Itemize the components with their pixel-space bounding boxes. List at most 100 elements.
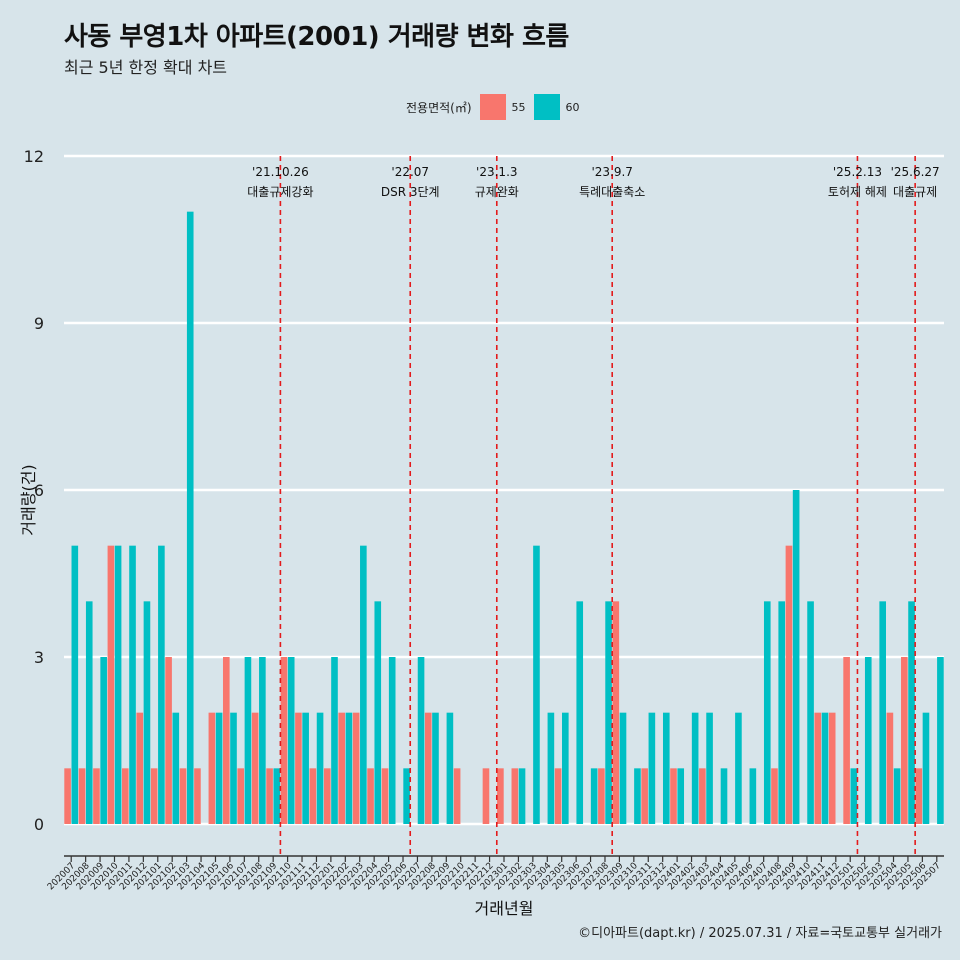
bar-60	[706, 712, 713, 824]
source-caption: ©디아파트(dapt.kr) / 2025.07.31 / 자료=국토교통부 실…	[578, 926, 942, 941]
bar-60	[518, 768, 526, 824]
bar-55	[78, 768, 86, 824]
bar-60	[590, 768, 598, 824]
bar-60	[533, 545, 540, 824]
bar-60	[172, 712, 180, 824]
bar-55	[309, 768, 317, 824]
bar-60	[864, 657, 872, 824]
y-tick-label: 9	[34, 314, 44, 333]
y-tick-label: 6	[34, 481, 44, 500]
bar-55	[338, 712, 346, 824]
bar-60	[908, 601, 915, 824]
bar-55	[828, 712, 836, 824]
bar-60	[100, 657, 107, 824]
legend-swatch-55	[479, 94, 506, 120]
bar-55	[251, 712, 259, 824]
bar-60	[360, 545, 367, 824]
bar-55	[424, 712, 432, 824]
bar-55	[554, 768, 562, 824]
bar-55	[511, 768, 519, 824]
bar-60	[259, 657, 266, 824]
event-label: 토허제 해제	[828, 185, 887, 199]
bar-60	[720, 768, 728, 824]
bar-60	[85, 601, 93, 824]
bar-60	[244, 657, 252, 824]
legend-swatch-60	[533, 94, 560, 120]
bar-55	[122, 768, 129, 824]
bar-60	[576, 601, 584, 824]
event-label: 대출규제강화	[247, 185, 313, 199]
bar-55	[453, 768, 461, 824]
y-tick-label: 12	[24, 147, 44, 166]
bar-55	[699, 768, 706, 824]
event-label: DSR 3단계	[381, 185, 440, 199]
bar-60	[547, 712, 555, 824]
bar-60	[186, 211, 194, 824]
bar-55	[295, 712, 302, 824]
bar-55	[323, 768, 331, 824]
bar-60	[331, 657, 338, 824]
legend-label-60: 60	[565, 100, 580, 114]
event-date: '23.9.7	[591, 165, 632, 179]
bar-60	[374, 601, 382, 824]
legend: 전용면적(㎡) 55 60	[406, 93, 588, 121]
bar-55	[641, 768, 648, 824]
bar-55	[194, 768, 201, 824]
event-label: 규제완화	[475, 185, 519, 199]
bar-55	[150, 768, 158, 824]
bar-55	[280, 657, 288, 824]
y-tick-label: 0	[34, 815, 44, 834]
bar-55	[136, 712, 144, 824]
bar-55	[612, 601, 620, 824]
bar-60	[114, 545, 122, 824]
bar-60	[230, 712, 237, 824]
legend-title: 전용면적(㎡)	[406, 100, 472, 115]
event-date: '23.1.3	[476, 165, 517, 179]
bar-55	[222, 657, 230, 824]
bar-60	[143, 601, 151, 824]
bar-60	[821, 712, 829, 824]
bar-55	[179, 768, 187, 824]
y-axis-title: 거래량(건)	[19, 464, 38, 535]
bar-55	[64, 768, 71, 824]
bar-60	[937, 657, 944, 824]
bar-60	[634, 768, 641, 824]
bar-60	[807, 601, 814, 824]
event-date: '21.10.26	[252, 165, 309, 179]
bar-60	[273, 768, 281, 824]
bar-60	[677, 768, 685, 824]
bar-55	[901, 657, 908, 824]
bar-60	[648, 712, 656, 824]
bar-55	[367, 768, 374, 824]
chart-subtitle: 최근 5년 한정 확대 차트	[64, 58, 228, 77]
bar-55	[208, 712, 216, 824]
bar-60	[691, 712, 699, 824]
bar-60	[562, 712, 569, 824]
bar-55	[670, 768, 677, 824]
bar-55	[93, 768, 100, 824]
bar-60	[417, 657, 425, 824]
bar-60	[662, 712, 670, 824]
bar-60	[71, 545, 79, 824]
bar-60	[215, 712, 223, 824]
event-label: 특례대출축소	[579, 185, 645, 199]
bar-55	[814, 712, 822, 824]
bar-55	[266, 768, 273, 824]
bar-60	[158, 545, 165, 824]
bar-60	[432, 712, 439, 824]
event-date: '25.6.27	[891, 165, 940, 179]
bar-60	[619, 712, 627, 824]
bar-55	[785, 545, 793, 824]
bar-60	[316, 712, 324, 824]
bar-60	[778, 601, 786, 824]
legend-label-55: 55	[511, 100, 526, 114]
bar-55	[886, 712, 894, 824]
bar-60	[388, 657, 396, 824]
bar-60	[287, 657, 295, 824]
bar-55	[352, 712, 360, 824]
event-date: '25.2.13	[833, 165, 882, 179]
x-axis-title: 거래년월	[475, 899, 534, 918]
y-tick-label: 3	[34, 648, 44, 667]
bar-60	[446, 712, 454, 824]
